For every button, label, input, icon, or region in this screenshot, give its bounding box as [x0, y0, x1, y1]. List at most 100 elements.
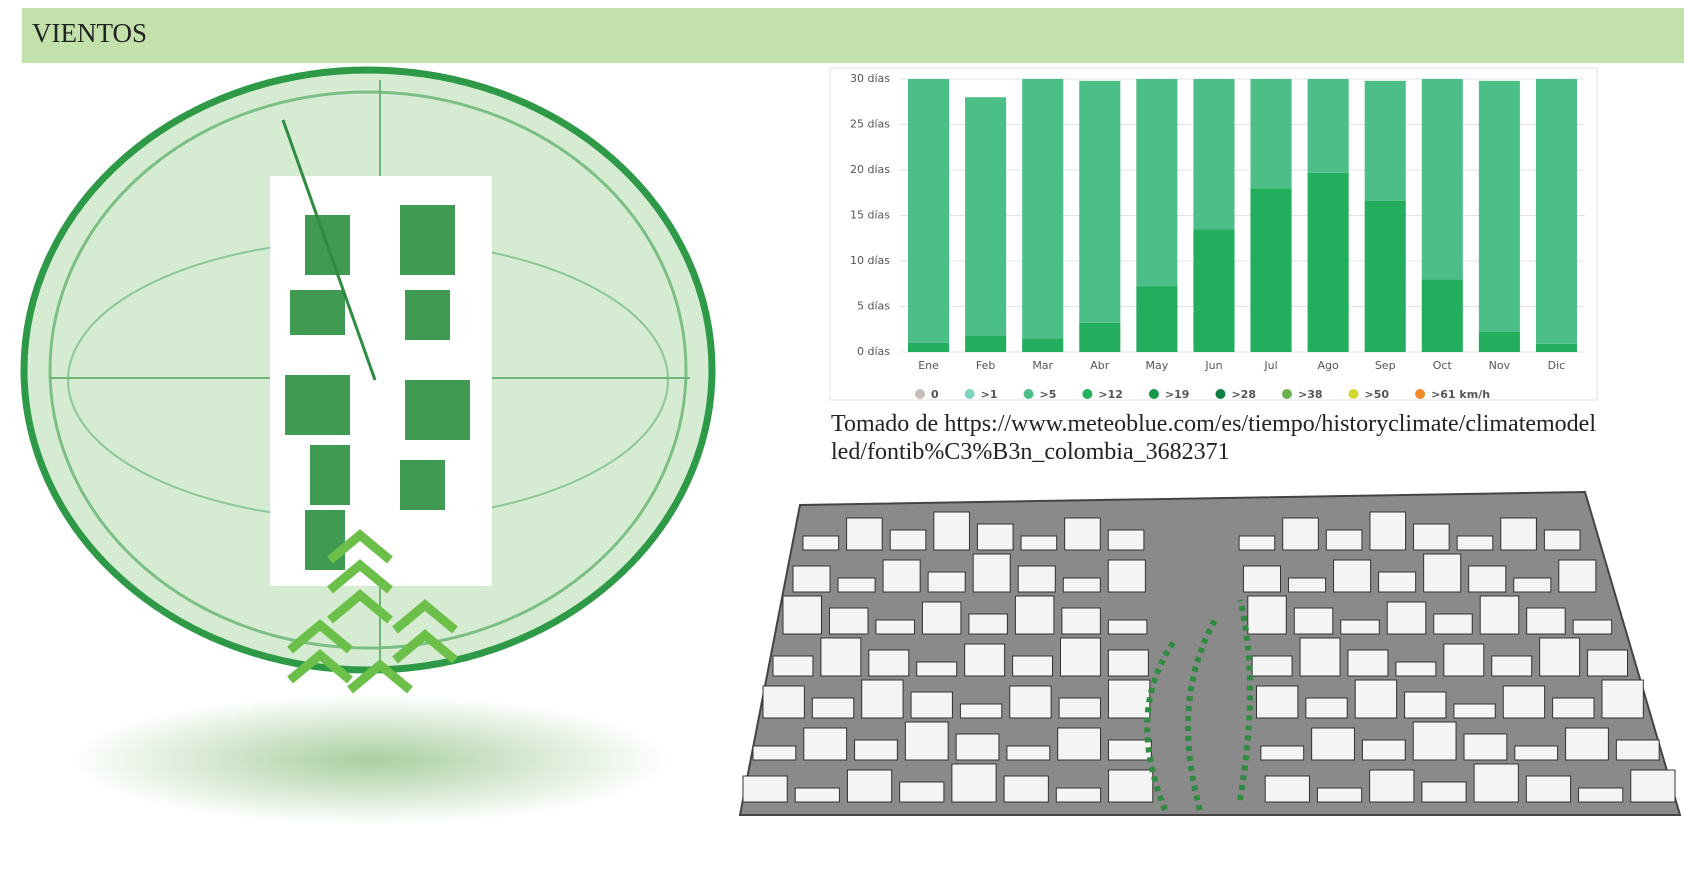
wind-chevrons	[287, 529, 458, 694]
bar-segment	[907, 79, 950, 343]
building	[1369, 769, 1415, 803]
bar-segment	[1421, 279, 1463, 352]
city-buildings	[742, 511, 1676, 803]
bar-segment	[1478, 331, 1520, 352]
bar-segment	[1307, 79, 1349, 173]
bar-segment	[1421, 79, 1463, 280]
header-bar: VIENTOS	[22, 8, 1684, 63]
y-tick-label: 25 días	[850, 118, 890, 131]
building	[1017, 565, 1056, 593]
building	[933, 511, 970, 551]
building	[1526, 607, 1566, 635]
building	[1565, 727, 1609, 761]
building	[964, 643, 1006, 677]
legend-swatch	[1282, 389, 1292, 399]
wind-paths	[1144, 599, 1253, 812]
building	[1502, 685, 1546, 719]
bar-segment	[1136, 286, 1178, 352]
building	[1525, 775, 1572, 803]
x-tick-label: Ago	[1318, 359, 1340, 372]
building	[1572, 619, 1613, 635]
building	[846, 769, 893, 803]
y-tick-label: 30 días	[850, 72, 890, 85]
building	[1539, 637, 1581, 677]
legend-label: >38	[1298, 388, 1323, 401]
x-tick-label: Nov	[1489, 359, 1511, 372]
building	[882, 559, 921, 593]
building	[1006, 745, 1051, 761]
bar-segment	[1136, 79, 1178, 287]
wind-arrow	[281, 119, 377, 381]
compass-ring	[48, 90, 688, 650]
building	[955, 733, 1000, 761]
building	[1513, 577, 1552, 593]
legend-label: >19	[1165, 388, 1190, 401]
building	[1413, 523, 1450, 551]
building	[1108, 769, 1154, 803]
building	[1256, 685, 1299, 719]
building	[916, 661, 958, 677]
building	[1293, 607, 1334, 635]
building	[1340, 619, 1380, 635]
building	[782, 595, 822, 635]
building	[1058, 697, 1101, 719]
legend-label: >50	[1365, 388, 1390, 401]
bar-segment	[1022, 338, 1064, 352]
building	[828, 607, 869, 635]
bar-segment	[1079, 322, 1121, 352]
building	[1347, 649, 1389, 677]
bar-segment	[1250, 79, 1292, 189]
building	[889, 529, 927, 551]
building	[1333, 559, 1372, 593]
building	[1057, 727, 1102, 761]
building	[972, 553, 1011, 593]
building	[1552, 697, 1595, 719]
legend-swatch	[1082, 389, 1093, 399]
building	[1463, 733, 1508, 761]
building	[1361, 739, 1406, 761]
shadow	[70, 695, 670, 825]
y-tick-label: 20 días	[850, 163, 890, 176]
building	[1264, 775, 1310, 803]
building	[1354, 679, 1398, 719]
x-tick-label: Mar	[1032, 359, 1053, 372]
building	[1064, 517, 1101, 551]
building	[854, 739, 898, 761]
bar-segment	[1535, 343, 1578, 352]
bar-segment	[1193, 229, 1235, 352]
building	[1107, 679, 1151, 719]
building	[1003, 775, 1049, 803]
building	[752, 745, 797, 761]
building	[1311, 727, 1355, 761]
building	[1479, 595, 1520, 635]
building	[1107, 619, 1148, 635]
building	[899, 781, 945, 803]
building	[1630, 769, 1676, 803]
building	[1433, 613, 1473, 635]
building	[820, 637, 862, 677]
legend-label: >61 km/h	[1431, 388, 1490, 401]
building	[1558, 559, 1597, 593]
legend-swatch	[915, 389, 925, 399]
building	[1316, 787, 1363, 803]
building	[1012, 655, 1053, 677]
building	[1421, 781, 1467, 803]
legend-swatch	[1348, 389, 1359, 399]
building	[1060, 637, 1101, 677]
building	[846, 517, 883, 551]
building	[792, 565, 831, 593]
building	[910, 691, 953, 719]
building	[1468, 565, 1507, 593]
bar-segment	[1022, 79, 1064, 339]
building	[772, 655, 814, 677]
building	[1404, 691, 1447, 719]
building	[1305, 697, 1348, 719]
x-tick-label: Sep	[1375, 359, 1396, 372]
building	[968, 613, 1008, 635]
building	[1107, 559, 1146, 593]
legend-label: >1	[981, 388, 998, 401]
building	[1014, 595, 1055, 635]
y-tick-label: 15 días	[850, 209, 890, 222]
x-tick-label: May	[1146, 359, 1169, 372]
